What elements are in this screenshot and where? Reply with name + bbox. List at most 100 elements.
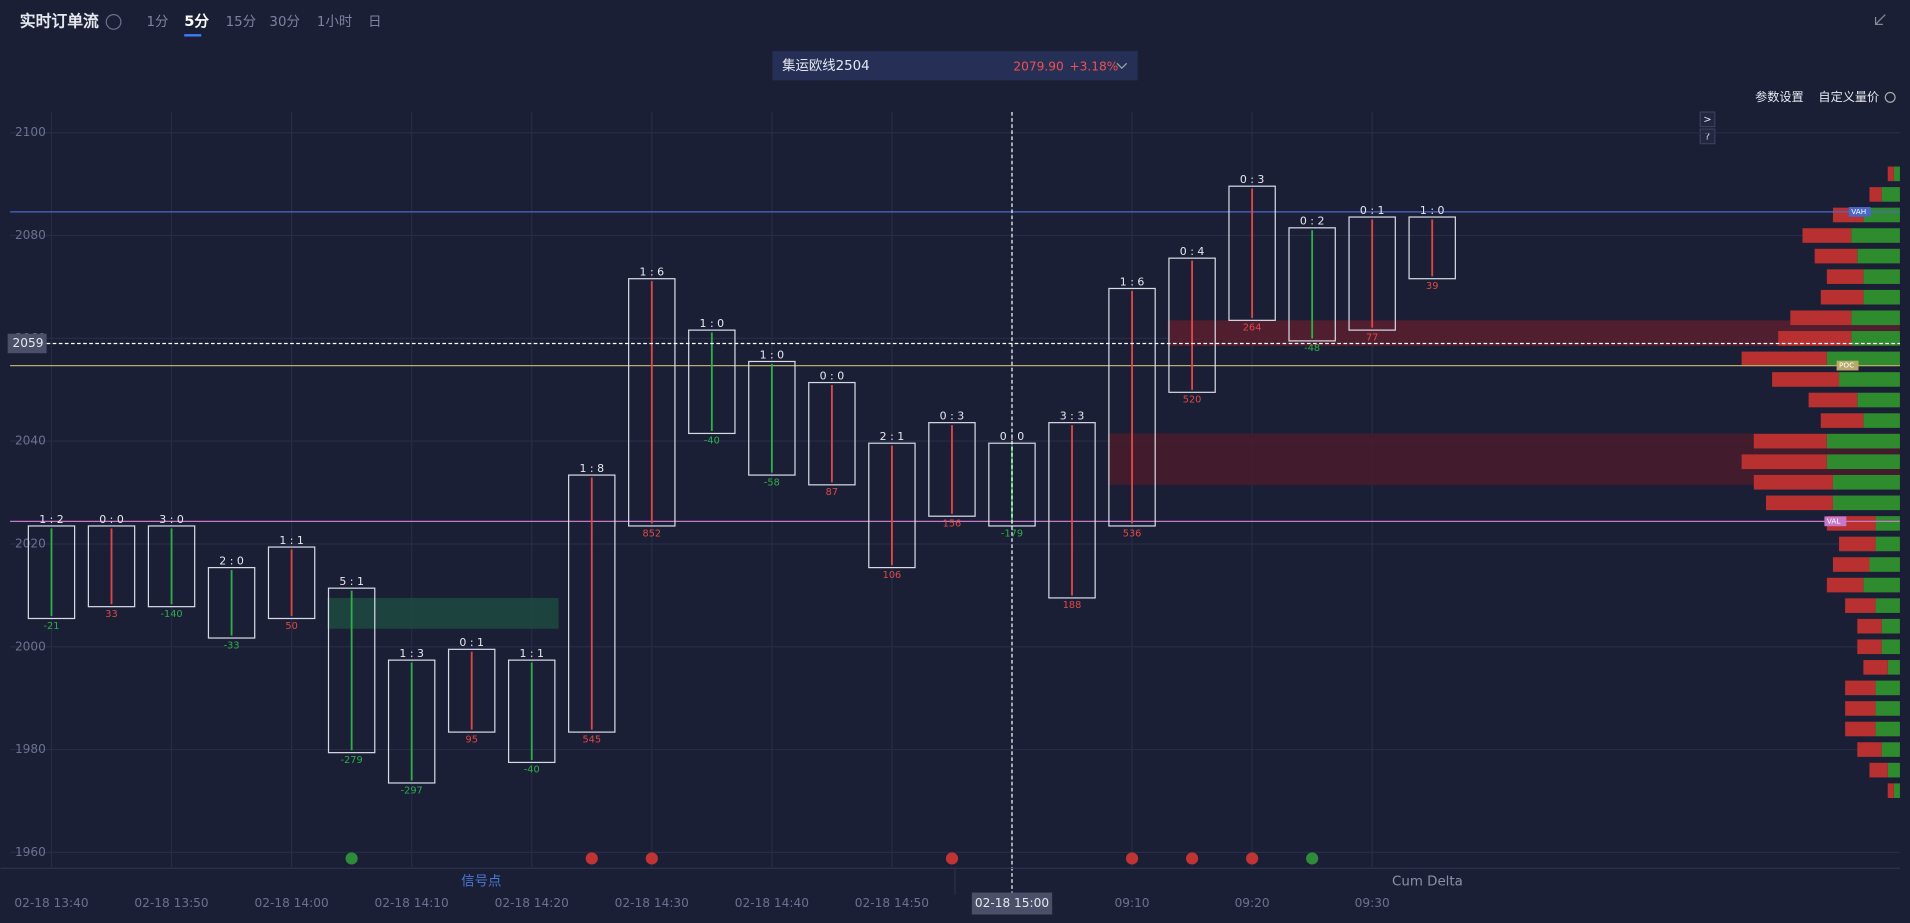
- profile-buy: [1875, 516, 1900, 531]
- profile-sell: [1863, 660, 1888, 675]
- profile-buy: [1893, 783, 1900, 798]
- signal-marker[interactable]: [1246, 852, 1259, 865]
- profile-buy: [1826, 454, 1900, 470]
- profile-sell: [1753, 433, 1827, 449]
- app-title: 实时订单流: [20, 11, 99, 30]
- candle-ratio: 1 : 6: [1120, 275, 1145, 288]
- x-tick-label: 02-18 14:40: [735, 896, 809, 910]
- profile-buy: [1881, 639, 1900, 655]
- signal-marker[interactable]: [1306, 852, 1319, 865]
- signal-marker[interactable]: [345, 852, 358, 865]
- profile-buy: [1875, 701, 1900, 716]
- candle-box: [27, 525, 76, 620]
- candle-box: [1168, 257, 1216, 393]
- profile-sell: [1857, 742, 1882, 757]
- signal-marker[interactable]: [1125, 852, 1139, 865]
- panel-title[interactable]: 信号点: [461, 874, 501, 890]
- tab[interactable]: 1小时: [317, 14, 352, 30]
- profile-buy: [1875, 536, 1900, 552]
- custom-link[interactable]: 自定义量价: [1818, 89, 1879, 104]
- signal-marker[interactable]: [585, 852, 598, 865]
- profile-buy: [1893, 166, 1900, 182]
- signal-marker[interactable]: [945, 852, 959, 865]
- candle-delta: 87: [826, 487, 838, 498]
- tab[interactable]: 日: [368, 15, 381, 30]
- x-tick-label: 09:30: [1355, 896, 1390, 910]
- candle-box: [387, 659, 436, 784]
- price-change: +3.18%: [1069, 59, 1118, 73]
- candle-ratio: 1 : 1: [519, 647, 544, 660]
- level-tag: [1836, 360, 1859, 371]
- profile-buy: [1875, 721, 1900, 737]
- candle-delta: 536: [1123, 528, 1142, 539]
- candle-delta: 545: [582, 734, 601, 745]
- x-tick-label: 02-18 13:40: [14, 896, 88, 910]
- tab[interactable]: 5分: [184, 13, 209, 30]
- candle-ratio: 1 : 8: [579, 462, 604, 475]
- profile-sell: [1869, 187, 1882, 202]
- y-tick-label: 1960: [15, 845, 46, 859]
- candle-box: [447, 648, 496, 733]
- candle-box: [327, 587, 376, 754]
- candle-box: [568, 474, 616, 733]
- side-button[interactable]: [1699, 111, 1716, 128]
- candle-box: [207, 566, 256, 639]
- profile-sell: [1845, 598, 1876, 613]
- candle-ratio: 1 : 1: [279, 534, 304, 547]
- candle-delta: 106: [883, 570, 902, 581]
- candle-delta: -48: [1304, 343, 1320, 354]
- candle-ratio: 2 : 0: [219, 555, 244, 568]
- profile-buy: [1857, 392, 1900, 408]
- candle-delta: 39: [1426, 281, 1438, 292]
- candle-ratio: 1 : 0: [700, 317, 725, 330]
- profile-buy: [1887, 762, 1900, 778]
- zone: [327, 597, 559, 629]
- x-tick-label: 02-18 14:20: [495, 896, 569, 910]
- panel-title[interactable]: Cum Delta: [1392, 875, 1463, 890]
- profile-buy: [1887, 660, 1900, 675]
- profile-sell: [1826, 577, 1864, 593]
- profile-buy: [1863, 269, 1900, 284]
- profile-buy: [1863, 289, 1900, 305]
- profile-buy: [1839, 372, 1900, 387]
- x-tick-label: 02-18 14:50: [855, 896, 929, 910]
- profile-sell: [1887, 783, 1894, 798]
- profile-sell: [1790, 310, 1852, 326]
- tab[interactable]: 1分: [146, 14, 168, 30]
- profile-buy: [1857, 248, 1900, 264]
- level-label: POC: [1839, 361, 1854, 370]
- candle-box: [1108, 287, 1156, 527]
- candle-box: [1048, 422, 1096, 599]
- profile-sell: [1820, 413, 1864, 428]
- signal-marker[interactable]: [645, 852, 658, 865]
- signal-marker[interactable]: [1185, 852, 1199, 865]
- candle-ratio: 1 : 2: [39, 513, 64, 526]
- candle-ratio: 0 : 0: [820, 369, 845, 382]
- expand-icon[interactable]: [1874, 14, 1886, 25]
- candle-box: [1228, 185, 1276, 321]
- profile-sell: [1857, 618, 1882, 634]
- y-tick-label: 2040: [15, 434, 46, 448]
- candle-ratio: 0 : 3: [940, 410, 965, 423]
- candle-box: [628, 278, 676, 527]
- symbol-box[interactable]: [772, 51, 1138, 81]
- candle-box: [147, 525, 196, 608]
- profile-sell: [1808, 392, 1858, 408]
- dropdown-arrow: [1116, 62, 1128, 70]
- candle-box: [507, 659, 556, 764]
- y-tick-label: 2100: [15, 125, 46, 139]
- y-tick-label: 2080: [15, 228, 46, 242]
- profile-sell: [1802, 228, 1852, 243]
- profile-buy: [1881, 187, 1900, 202]
- candle-delta: 77: [1366, 332, 1378, 343]
- help-icon[interactable]: [105, 14, 122, 30]
- tab[interactable]: 15分: [226, 14, 256, 30]
- candle-ratio: 3 : 3: [1060, 410, 1085, 423]
- settings-link[interactable]: 参数设置: [1755, 89, 1804, 104]
- profile-sell: [1832, 557, 1870, 572]
- candle-delta: 156: [943, 519, 962, 530]
- candle-ratio: 1 : 0: [760, 348, 785, 361]
- tab[interactable]: 30分: [269, 14, 299, 30]
- profile-sell: [1820, 289, 1864, 305]
